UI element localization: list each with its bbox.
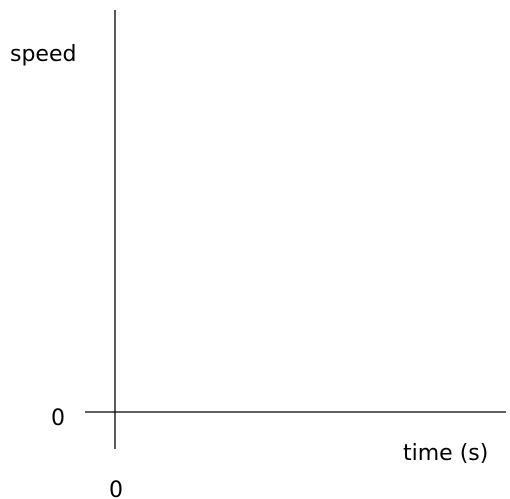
x-tick-label-0: 0: [109, 478, 123, 499]
x-axis-label: time (s): [403, 441, 488, 466]
y-tick-label-0: 0: [51, 406, 65, 431]
y-axis-label: speed: [10, 42, 76, 67]
